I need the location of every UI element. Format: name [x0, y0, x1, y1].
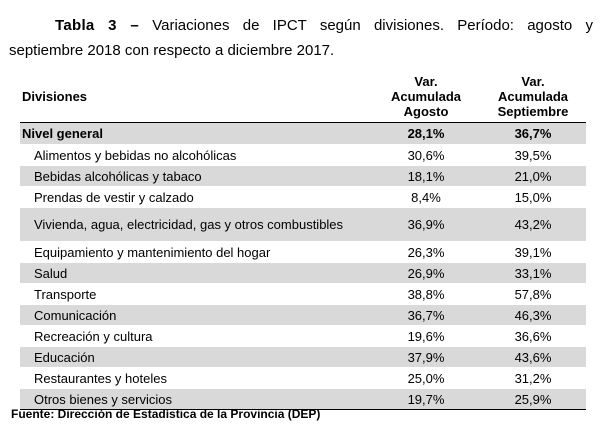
row-label: Prendas de vestir y calzado — [20, 186, 372, 208]
table-row: Restaurantes y hoteles 25,0% 31,2% — [20, 367, 586, 389]
table-caption: Tabla 3 – Variaciones de IPCT según divi… — [9, 13, 593, 63]
table-row: Educación 37,9% 43,6% — [20, 346, 586, 368]
row-agosto: 26,9% — [372, 262, 480, 284]
caption-text-1: Variaciones de IPCT según divisiones. Pe… — [138, 17, 593, 34]
row-label: Restaurantes y hoteles — [20, 367, 372, 389]
table-row: Prendas de vestir y calzado 8,4% 15,0% — [20, 186, 586, 208]
caption-label: Tabla 3 – — [55, 17, 139, 34]
row-agosto: 18,1% — [372, 165, 480, 187]
caption-line-1: Tabla 3 – Variaciones de IPCT según divi… — [9, 13, 593, 38]
row-septiembre: 36,6% — [480, 325, 586, 347]
row-agosto: 36,7% — [372, 304, 480, 326]
row-label: Recreación y cultura — [20, 325, 372, 347]
caption-line-2: septiembre 2018 con respecto a diciembre… — [9, 42, 335, 59]
row-agosto: 8,4% — [372, 186, 480, 208]
header-agosto: Var. Acumulada Agosto — [372, 70, 480, 123]
row-agosto: 19,6% — [372, 325, 480, 347]
header-septiembre: Var. Acumulada Septiembre — [480, 70, 586, 123]
row-septiembre: 46,3% — [480, 304, 586, 326]
header-septiembre-line-3: Septiembre — [497, 103, 569, 119]
header-agosto-line-1: Var. — [414, 73, 438, 89]
row-septiembre: 39,5% — [480, 144, 586, 166]
row-septiembre: 33,1% — [480, 262, 586, 284]
table-row: Equipamiento y mantenimiento del hogar 2… — [20, 241, 586, 263]
header-septiembre-line-1: Var. — [521, 73, 545, 89]
row-septiembre: 36,7% — [480, 122, 586, 145]
header-divisiones: Divisiones — [22, 88, 88, 104]
row-label: Comunicación — [20, 304, 372, 326]
row-label: Bebidas alcohólicas y tabaco — [20, 165, 372, 187]
row-label: Otros bienes y servicios — [20, 388, 372, 410]
row-agosto: 37,9% — [372, 346, 480, 368]
row-septiembre: 21,0% — [480, 165, 586, 187]
table-row: Transporte 38,8% 57,8% — [20, 283, 586, 305]
row-agosto: 38,8% — [372, 283, 480, 305]
header-row: Divisiones Var. Acumulada Agosto Var. Ac… — [20, 70, 586, 123]
row-label: Equipamiento y mantenimiento del hogar — [20, 241, 372, 263]
table-row: Vivienda, agua, electricidad, gas y otro… — [20, 207, 586, 242]
header-agosto-line-2: Acumulada — [390, 88, 462, 104]
row-septiembre: 15,0% — [480, 186, 586, 208]
row-agosto: 25,0% — [372, 367, 480, 389]
table-row: Bebidas alcohólicas y tabaco 18,1% 21,0% — [20, 165, 586, 187]
row-agosto: 36,9% — [372, 207, 480, 242]
row-label: Alimentos y bebidas no alcohólicas — [20, 144, 372, 166]
row-agosto: 26,3% — [372, 241, 480, 263]
row-septiembre: 31,2% — [480, 367, 586, 389]
row-septiembre: 39,1% — [480, 241, 586, 263]
row-label: Vivienda, agua, electricidad, gas y otro… — [20, 207, 372, 242]
row-septiembre: 25,9% — [480, 388, 586, 410]
header-agosto-line-3: Agosto — [403, 103, 449, 119]
table-row: Otros bienes y servicios 19,7% 25,9% — [20, 388, 586, 410]
row-agosto: 28,1% — [372, 122, 480, 145]
row-label: Transporte — [20, 283, 372, 305]
row-septiembre: 57,8% — [480, 283, 586, 305]
row-septiembre: 43,2% — [480, 207, 586, 242]
table-row: Comunicación 36,7% 46,3% — [20, 304, 586, 326]
table-row-nivel-general: Nivel general 28,1% 36,7% — [20, 122, 586, 145]
row-label: Salud — [20, 262, 372, 284]
table-row: Recreación y cultura 19,6% 36,6% — [20, 325, 586, 347]
table-row: Alimentos y bebidas no alcohólicas 30,6%… — [20, 144, 586, 166]
row-agosto: 30,6% — [372, 144, 480, 166]
header-septiembre-line-2: Acumulada — [497, 88, 569, 104]
row-label: Nivel general — [20, 122, 372, 145]
table-row: Salud 26,9% 33,1% — [20, 262, 586, 284]
row-label: Educación — [20, 346, 372, 368]
row-septiembre: 43,6% — [480, 346, 586, 368]
source-note: Fuente: Dirección de Estadística de la P… — [11, 407, 321, 421]
ipct-table: Divisiones Var. Acumulada Agosto Var. Ac… — [20, 70, 586, 410]
row-agosto: 19,7% — [372, 388, 480, 410]
